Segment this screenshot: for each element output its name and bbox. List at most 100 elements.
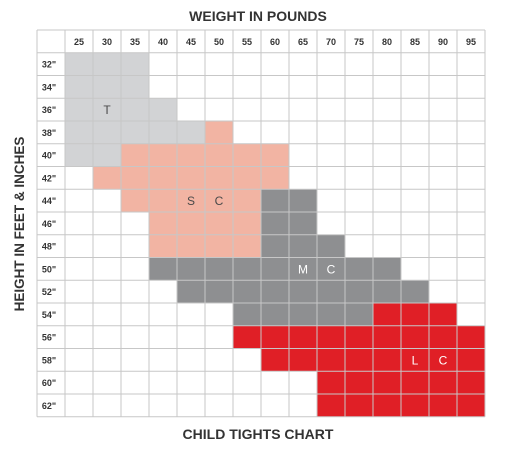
y-tick-label: 42" (42, 173, 56, 183)
y-tick-label: 46" (42, 219, 56, 229)
y-tick-label: 34" (42, 82, 56, 92)
y-axis-label: HEIGHT IN FEET & INCHES (12, 137, 27, 312)
x-tick-label: 35 (130, 37, 140, 47)
size-m-label: M (298, 262, 308, 276)
y-tick-label: 44" (42, 196, 56, 206)
y-tick-label: 56" (42, 333, 56, 343)
size-m-cell (205, 280, 233, 303)
size-t-label: T (103, 103, 111, 117)
size-s-cell (177, 143, 205, 167)
size-s-cell (205, 234, 233, 258)
y-tick-labels: 32" 34" 36" 38" 40" 42" 44" 46" 48" 50" 52" 54" 56" 5… (42, 60, 56, 411)
size-s-cell (149, 234, 177, 258)
size-l-cell (401, 348, 429, 372)
x-tick-label: 70 (326, 37, 336, 47)
size-l-cell (457, 371, 485, 394)
size-m-cell (289, 257, 317, 281)
size-m-cell (289, 189, 317, 212)
size-l-cell (401, 325, 429, 349)
x-tick-label: 95 (466, 37, 476, 47)
size-t-cell (93, 98, 121, 121)
y-tick-label: 58" (42, 355, 56, 365)
size-m-cell (261, 280, 289, 303)
size-l-cell (457, 348, 485, 372)
size-m-cell (289, 303, 317, 326)
size-l-cell (345, 348, 373, 372)
size-l-cell (401, 371, 429, 394)
y-tick-label: 40" (42, 151, 56, 161)
x-tick-label: 30 (102, 37, 112, 47)
size-s-cell (205, 143, 233, 167)
size-s-cell (121, 189, 149, 212)
y-tick-label: 38" (42, 128, 56, 138)
size-s-cell (205, 189, 233, 212)
size-s-cell (233, 234, 261, 258)
size-m-cell (317, 303, 345, 326)
size-s-cell (233, 189, 261, 212)
size-m-cell (205, 257, 233, 281)
size-l-cell (317, 394, 345, 417)
size-l-cell (261, 348, 289, 372)
size-l-cell (289, 325, 317, 349)
size-l-cell (317, 371, 345, 394)
size-s-cell (149, 212, 177, 235)
x-tick-label: 65 (298, 37, 308, 47)
size-l-cell (345, 371, 373, 394)
size-l-cell (373, 394, 401, 417)
x-tick-label: 50 (214, 37, 224, 47)
x-tick-labels: 25 30 35 40 45 50 55 60 65 70 75 80 85 90 95 (74, 37, 476, 47)
size-l-cell (345, 325, 373, 349)
size-t-cell (93, 75, 121, 99)
size-t-cell (65, 143, 93, 167)
x-tick-label: 75 (354, 37, 364, 47)
size-s-cell (177, 234, 205, 258)
size-s-cell (233, 143, 261, 167)
size-t-cell (121, 52, 149, 76)
size-m-cell (401, 280, 429, 303)
y-tick-label: 32" (42, 60, 56, 70)
size-t-cell (65, 52, 93, 76)
size-s-cell (205, 212, 233, 235)
size-s-cell (205, 121, 233, 144)
size-m-cell (289, 280, 317, 303)
size-m-cell (345, 303, 373, 326)
size-m-cell (233, 257, 261, 281)
size-t-cell (65, 75, 93, 99)
size-s-cell (261, 143, 289, 167)
size-t-cell (121, 121, 149, 144)
size-t-cell (121, 98, 149, 121)
y-tick-label: 48" (42, 242, 56, 252)
size-l-cell (373, 303, 401, 326)
size-s-cell (121, 143, 149, 167)
size-m-cell (261, 212, 289, 235)
size-s-cell (121, 166, 149, 190)
size-l-cell (317, 325, 345, 349)
gridlines (36, 29, 486, 418)
size-l-label: C (439, 353, 448, 367)
chart-title: WEIGHT IN POUNDS (189, 8, 327, 24)
size-m-cell (177, 257, 205, 281)
size-l-cell (373, 371, 401, 394)
size-t-cell (149, 98, 177, 121)
size-m-cell (345, 257, 373, 281)
size-l-cell (429, 371, 457, 394)
size-t-cell (65, 121, 93, 144)
size-s-cell (233, 166, 261, 190)
size-m-cell (177, 280, 205, 303)
x-tick-label: 85 (410, 37, 420, 47)
size-s-cell (233, 212, 261, 235)
size-t-cell (65, 98, 93, 121)
size-l-label: L (412, 353, 419, 367)
size-s-cell (149, 189, 177, 212)
y-tick-label: 50" (42, 264, 56, 274)
y-tick-label: 62" (42, 401, 56, 411)
size-labels: T S C M C L C (103, 103, 447, 367)
size-m-cell (261, 189, 289, 212)
size-m-cell (317, 257, 345, 281)
x-tick-label: 60 (270, 37, 280, 47)
size-l-cell (261, 325, 289, 349)
x-tick-label: 80 (382, 37, 392, 47)
x-tick-label: 90 (438, 37, 448, 47)
size-l-cell (429, 394, 457, 417)
